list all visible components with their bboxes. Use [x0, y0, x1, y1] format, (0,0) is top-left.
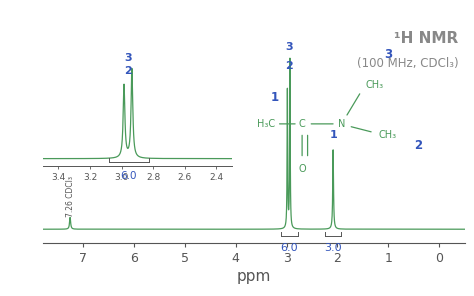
Text: CH₃: CH₃ — [378, 130, 396, 140]
Text: (100 MHz, CDCl₃): (100 MHz, CDCl₃) — [356, 57, 458, 70]
Text: 3: 3 — [285, 42, 292, 52]
Text: 6.0: 6.0 — [120, 171, 137, 181]
Text: 2: 2 — [124, 66, 132, 76]
Text: 3.0: 3.0 — [324, 243, 342, 253]
Text: 3: 3 — [124, 53, 132, 63]
X-axis label: ppm: ppm — [237, 269, 271, 284]
Text: 6.0: 6.0 — [280, 243, 298, 253]
Text: 2: 2 — [414, 139, 422, 152]
Text: N: N — [337, 119, 345, 129]
Text: H₃C: H₃C — [256, 119, 274, 129]
Text: ¹H NMR: ¹H NMR — [394, 31, 458, 46]
Text: C: C — [299, 119, 305, 129]
Text: 2: 2 — [285, 60, 292, 70]
Text: CH₃: CH₃ — [365, 80, 383, 90]
Text: 1: 1 — [271, 91, 279, 104]
Text: 3: 3 — [384, 48, 392, 61]
Text: O: O — [298, 164, 306, 174]
Text: 7.26 CDCl₃: 7.26 CDCl₃ — [65, 176, 74, 217]
Text: 1: 1 — [329, 130, 337, 140]
